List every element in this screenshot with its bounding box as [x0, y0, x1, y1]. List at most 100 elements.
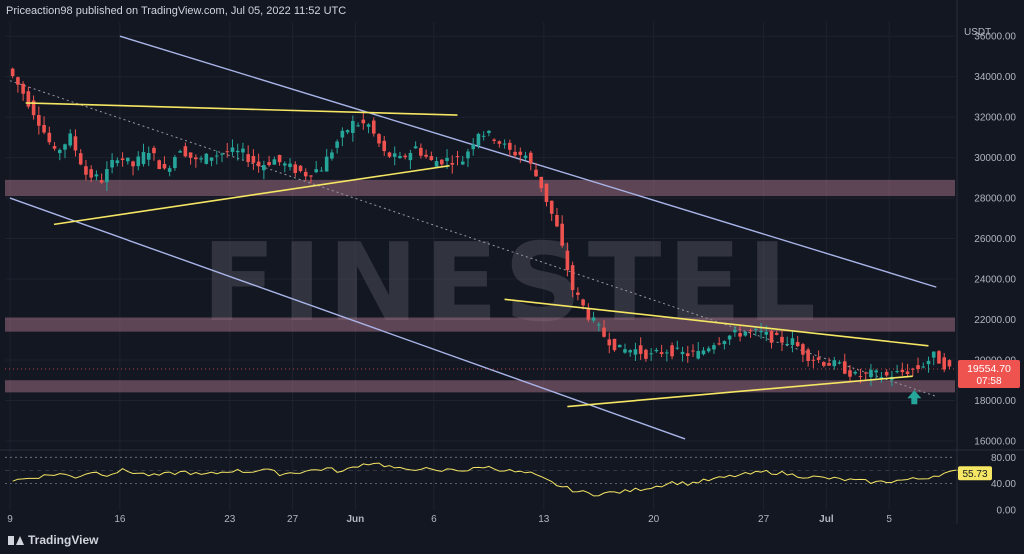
candle-body — [345, 130, 350, 133]
price-tick-label: 16000.00 — [974, 436, 1016, 447]
candle-body — [94, 174, 99, 177]
candle-body — [136, 156, 141, 167]
price-tick-label: 30000.00 — [974, 153, 1016, 164]
candle-countdown-label: 07:58 — [976, 376, 1001, 387]
yellow-trendline — [25, 102, 458, 116]
candle-body — [235, 150, 240, 153]
time-tick-label: 5 — [886, 514, 892, 525]
candle-body — [597, 324, 601, 326]
rsi-line — [12, 462, 981, 497]
candle-body — [628, 350, 633, 353]
candle-body — [209, 157, 214, 161]
candle-body — [874, 370, 878, 373]
rsi-current-label: 55.73 — [962, 469, 987, 480]
candle-body — [497, 141, 502, 144]
up-arrow-icon — [907, 390, 922, 405]
candle-body — [916, 365, 920, 370]
candle-body — [110, 160, 114, 168]
candle-body — [194, 157, 198, 160]
candle-body — [811, 359, 816, 361]
candle-body — [183, 146, 188, 157]
time-tick-label: 27 — [287, 514, 299, 525]
publisher-caption: Priceaction98 published on TradingView.c… — [6, 5, 347, 17]
candle-body — [361, 119, 366, 124]
candle-body — [429, 156, 434, 161]
yellow-trendline — [53, 164, 450, 226]
candle-body — [408, 153, 413, 161]
candle-body — [146, 153, 151, 160]
candle-body — [126, 157, 130, 162]
candle-body — [827, 363, 831, 366]
candle-body — [152, 147, 156, 154]
candle-body — [78, 153, 83, 165]
price-tick-label: 18000.00 — [974, 396, 1016, 407]
candle-body — [277, 154, 282, 163]
candle-body — [230, 147, 235, 152]
price-tick-label: 28000.00 — [974, 194, 1016, 205]
tradingview-logo[interactable]: TradingView — [8, 533, 98, 547]
candle-body — [931, 351, 936, 358]
candle-body — [937, 351, 941, 364]
candle-body — [549, 200, 554, 214]
candle-body — [801, 344, 805, 355]
candle-body — [680, 351, 685, 355]
tradingview-brand-label: TradingView — [28, 533, 99, 547]
candle-body — [816, 357, 821, 360]
candle-body — [492, 139, 496, 141]
candle-body — [356, 125, 360, 127]
candle-body — [309, 175, 313, 177]
candle-body — [445, 157, 449, 161]
candle-body — [68, 133, 73, 146]
candle-body — [351, 120, 355, 133]
candle-body — [738, 333, 742, 337]
candle-body — [204, 153, 209, 164]
candle-body — [225, 151, 230, 153]
yellow-trendline — [567, 375, 913, 408]
candle-body — [487, 130, 491, 134]
candle-body — [251, 156, 256, 163]
channel-line — [9, 197, 686, 440]
candle-body — [256, 161, 261, 167]
candle-body — [288, 163, 292, 167]
candle-body — [403, 155, 407, 158]
price-tick-label: 36000.00 — [974, 32, 1016, 43]
rsi-current-badge — [958, 466, 992, 481]
price-tick-label: 22000.00 — [974, 315, 1016, 326]
price-axis-unit: USDT — [964, 27, 991, 38]
candle-body — [832, 360, 837, 367]
candle-body — [795, 342, 800, 347]
current-price-badge — [958, 360, 1020, 389]
candle-body — [602, 327, 606, 337]
price-tick-label: 34000.00 — [974, 72, 1016, 83]
candle-body — [52, 146, 57, 149]
candle-body — [518, 151, 523, 155]
time-tick-label: Jul — [819, 514, 834, 525]
candle-body — [440, 159, 444, 165]
time-tick-label: 6 — [431, 514, 437, 525]
candle-body — [377, 134, 381, 144]
tradingview-logo-icon — [8, 535, 24, 546]
candle-body — [576, 292, 580, 295]
candle-body — [57, 149, 62, 154]
candle-body — [199, 158, 203, 160]
candle-body — [502, 143, 507, 145]
candle-body — [413, 146, 418, 149]
yellow-trendline — [504, 298, 929, 347]
candle-body — [335, 141, 339, 148]
rsi-tick-label: 40.00 — [991, 479, 1016, 490]
candle-body — [105, 169, 109, 183]
candle-body — [262, 165, 266, 171]
candle-body — [84, 166, 88, 175]
candle-body — [131, 161, 135, 167]
time-tick-label: 23 — [224, 514, 236, 525]
candle-body — [26, 91, 31, 107]
candle-body — [743, 331, 748, 336]
candle-body — [654, 349, 659, 352]
candle-body — [16, 77, 20, 85]
candle-body — [837, 362, 842, 364]
candle-body — [947, 360, 952, 367]
candle-body — [293, 164, 298, 174]
candle-body — [717, 343, 721, 345]
candle-body — [267, 162, 271, 166]
